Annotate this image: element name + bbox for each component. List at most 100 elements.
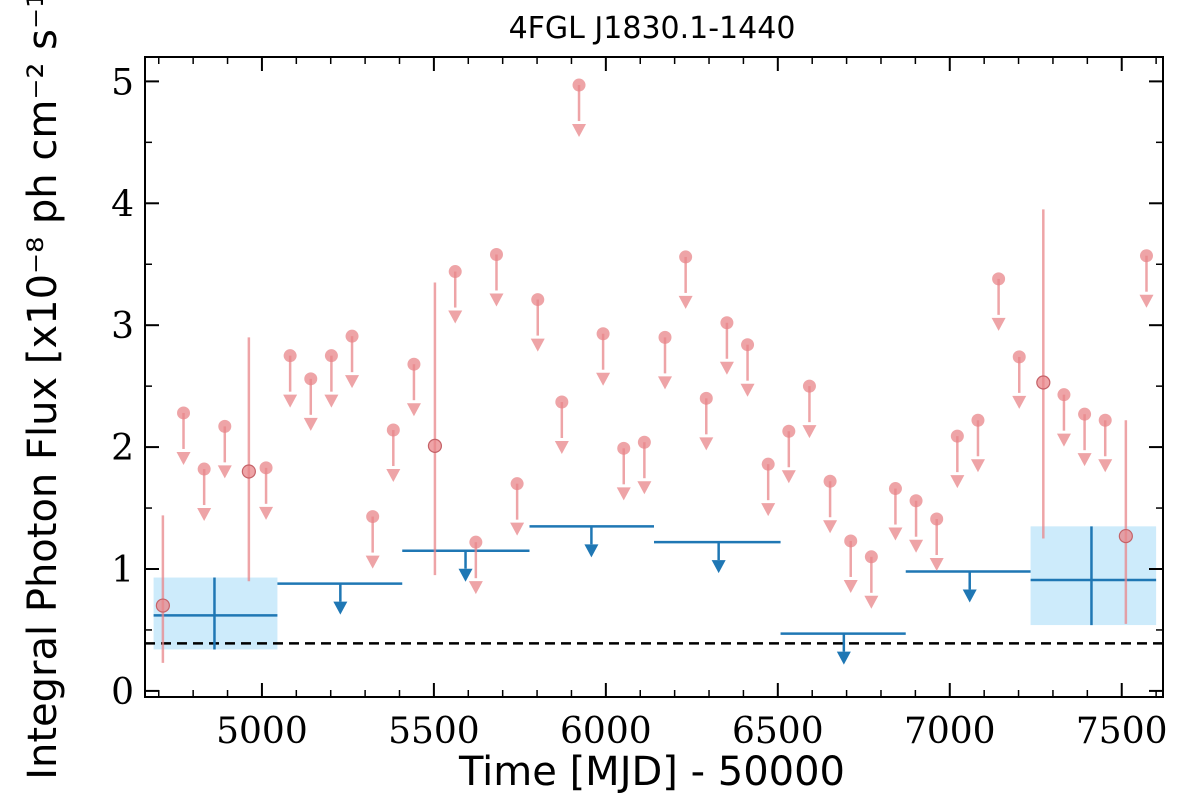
coarse-upper-limit-arrow-2 — [584, 544, 599, 558]
fine-upper-limit-point-24 — [720, 316, 734, 330]
fine-upper-limit-arrow-2 — [217, 465, 232, 479]
fine-upper-limit-arrow-42 — [1139, 294, 1154, 308]
fine-upper-limit-point-8 — [366, 510, 380, 524]
fine-upper-limit-point-1 — [197, 462, 211, 476]
fine-upper-limit-point-5 — [304, 372, 318, 386]
fine-upper-limit-point-17 — [572, 78, 586, 92]
fine-upper-limit-arrow-29 — [823, 520, 838, 534]
fine-upper-limit-point-3 — [259, 461, 273, 475]
fine-upper-limit-point-22 — [679, 250, 693, 264]
fine-upper-limit-arrow-36 — [970, 459, 985, 473]
fine-upper-limit-arrow-10 — [406, 403, 421, 417]
fine-upper-limit-point-40 — [1078, 407, 1092, 421]
fine-upper-limit-point-10 — [407, 357, 421, 371]
coarse-upper-limit-arrow-4 — [836, 651, 851, 665]
x-tick-label-5: 7500 — [1076, 711, 1168, 752]
fine-upper-limit-point-12 — [469, 535, 483, 549]
fine-upper-limit-arrow-4 — [283, 394, 298, 408]
coarse-upper-limit-arrow-1 — [458, 568, 473, 582]
x-tick-label-3: 6500 — [732, 711, 824, 752]
fine-upper-limit-point-41 — [1098, 413, 1112, 427]
fine-upper-limit-point-30 — [844, 534, 858, 548]
fine-upper-limit-arrow-28 — [802, 425, 817, 439]
coarse-upper-limit-arrow-3 — [711, 560, 726, 574]
fine-upper-limit-arrow-15 — [530, 338, 545, 352]
fine-upper-limit-arrow-30 — [843, 579, 858, 593]
coarse-error-box-1 — [1030, 526, 1157, 626]
fine-upper-limit-arrow-25 — [740, 383, 755, 397]
fine-upper-limit-arrow-18 — [596, 372, 611, 386]
fine-upper-limit-point-19 — [617, 441, 631, 455]
fine-upper-limit-point-32 — [888, 482, 902, 496]
fine-upper-limit-point-14 — [510, 477, 524, 491]
x-axis-label: Time [MJD] - 50000 — [458, 749, 845, 795]
fine-upper-limit-point-11 — [448, 265, 462, 279]
fine-upper-limit-point-31 — [864, 550, 878, 564]
fine-upper-limit-arrow-12 — [468, 581, 483, 595]
fine-upper-limit-point-27 — [782, 424, 796, 438]
fine-upper-limit-point-4 — [283, 349, 297, 363]
fine-upper-limit-point-13 — [489, 247, 503, 261]
fine-upper-limit-point-16 — [555, 395, 569, 409]
x-tick-label-4: 7000 — [904, 711, 996, 752]
plot-frame — [144, 56, 1164, 698]
fine-upper-limit-point-7 — [345, 329, 359, 343]
fine-upper-limit-arrow-3 — [259, 506, 274, 520]
fine-upper-limit-arrow-1 — [197, 508, 212, 522]
fine-upper-limit-point-23 — [699, 391, 713, 405]
fine-upper-limit-arrow-32 — [888, 527, 903, 541]
fine-upper-limit-arrow-27 — [781, 470, 796, 484]
fine-upper-limit-arrow-19 — [616, 487, 631, 501]
fine-upper-limit-point-26 — [761, 457, 775, 471]
fine-upper-limit-point-35 — [950, 429, 964, 443]
fine-upper-limit-point-39 — [1057, 388, 1071, 402]
fine-upper-limit-point-15 — [531, 293, 545, 307]
fine-upper-limit-arrow-38 — [1012, 395, 1027, 409]
fine-upper-limit-point-42 — [1139, 249, 1153, 263]
fine-detection-point-3 — [1036, 375, 1051, 390]
y-tick-label-3: 3 — [111, 306, 134, 347]
fine-detection-point-4 — [1118, 528, 1133, 544]
chart-title: 4FGL J1830.1-1440 — [509, 11, 796, 46]
x-tick-label-2: 6000 — [560, 711, 652, 752]
fine-upper-limit-arrow-20 — [637, 481, 652, 495]
y-tick-label-1: 1 — [111, 550, 134, 591]
x-tick-label-0: 5000 — [216, 711, 308, 752]
fine-upper-limit-arrow-22 — [678, 295, 693, 309]
y-tick-label-2: 2 — [111, 428, 134, 469]
fine-upper-limit-point-36 — [971, 413, 985, 427]
fine-detection-point-0 — [155, 598, 170, 613]
fine-upper-limit-point-20 — [637, 435, 651, 449]
fine-upper-limit-point-38 — [1012, 350, 1026, 364]
fine-upper-limit-point-28 — [802, 379, 816, 393]
fine-upper-limit-point-6 — [324, 349, 338, 363]
fine-upper-limit-arrow-8 — [365, 555, 380, 569]
y-tick-label-0: 0 — [111, 672, 134, 713]
fine-upper-limit-arrow-33 — [909, 539, 924, 553]
fine-upper-limit-arrow-13 — [489, 293, 504, 307]
fine-upper-limit-arrow-0 — [176, 451, 191, 465]
coarse-upper-limit-arrow-5 — [962, 589, 977, 603]
fine-upper-limit-arrow-24 — [719, 361, 734, 375]
fine-upper-limit-arrow-11 — [448, 310, 463, 324]
fine-detection-point-2 — [427, 438, 443, 453]
y-tick-label-4: 4 — [111, 184, 134, 225]
fine-detection-point-1 — [241, 464, 256, 479]
fine-upper-limit-arrow-21 — [658, 376, 673, 390]
fine-upper-limit-arrow-14 — [510, 522, 525, 536]
fine-upper-limit-point-29 — [823, 474, 837, 488]
y-tick-label-5: 5 — [111, 62, 134, 103]
fine-upper-limit-arrow-17 — [572, 124, 587, 138]
fine-upper-limit-arrow-37 — [991, 317, 1006, 331]
axis-ticks: 5000 5500 6000 6500 7000 7500 0 1 2 3 4 5 — [111, 57, 1168, 752]
fine-upper-limit-point-2 — [218, 419, 232, 433]
fine-upper-limit-arrow-26 — [761, 503, 776, 517]
fine-upper-limit-arrow-39 — [1056, 433, 1071, 447]
fine-upper-limit-arrow-35 — [950, 475, 965, 489]
fine-upper-limit-point-37 — [992, 272, 1006, 286]
fine-upper-limit-point-18 — [596, 327, 610, 341]
plot-area — [145, 78, 1163, 665]
fine-upper-limit-arrow-6 — [324, 394, 339, 408]
fine-upper-limit-arrow-41 — [1098, 459, 1113, 473]
coarse-upper-limit-arrow-0 — [333, 601, 348, 615]
